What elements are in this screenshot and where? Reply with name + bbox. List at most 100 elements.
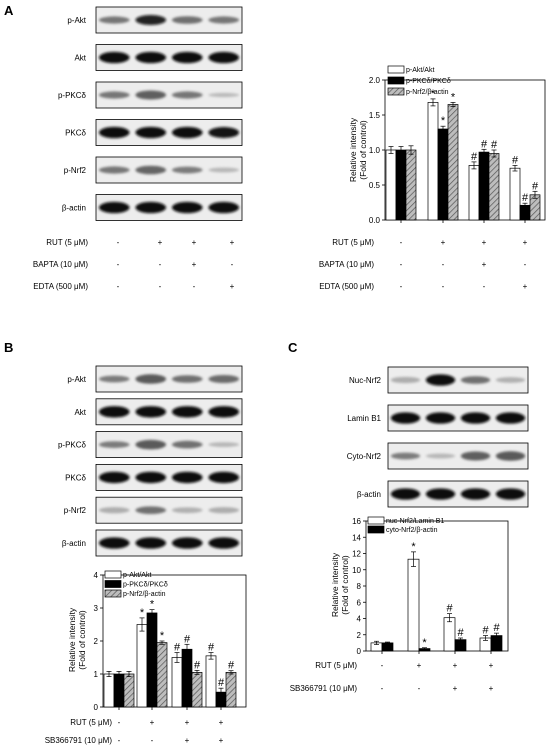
blot-band [98, 51, 130, 64]
blot-strip [387, 404, 529, 432]
chart-treatment-sign: - [442, 282, 445, 291]
treatment-label: BAPTA (10 μM) [33, 260, 88, 269]
bar [103, 673, 115, 708]
blot-band [171, 375, 203, 383]
bar [509, 167, 521, 221]
treatment-sign: + [219, 718, 224, 727]
y-axis-label: Relative intensity(Fold of control) [330, 552, 350, 617]
chart-treatment-label: RUT (5 μM) [332, 238, 374, 247]
treatment-sign: + [453, 661, 458, 670]
blot-label: p-Nrf2 [64, 166, 87, 175]
blot-label: Akt [74, 54, 86, 63]
significance-mark: # [208, 642, 215, 654]
blot-label: PKCδ [65, 129, 86, 138]
blot-strip [387, 480, 529, 508]
treatment-sign: + [185, 736, 190, 745]
bar [478, 151, 490, 221]
panel-a-chart: 0.0 0.5 1.0 1.5 2.0 Relative intensity(Fold o… [348, 65, 546, 225]
chart-treatment-sign: + [441, 238, 446, 247]
blot-strip [95, 529, 243, 557]
y-tick-label: 16 [352, 517, 361, 526]
blot-label: PKCδ [65, 473, 86, 482]
y-tick-label: 12 [352, 550, 361, 559]
treatment-sign: + [185, 718, 190, 727]
blot-band [425, 453, 456, 459]
legend-label: p-PKCδ/PKCδ [406, 78, 451, 85]
blot-band [495, 377, 526, 383]
panel-letter-a: A [4, 3, 14, 18]
bar [381, 642, 394, 652]
treatment-label: RUT (5 μM) [46, 238, 88, 247]
treatment-label: EDTA (500 μM) [33, 282, 88, 291]
blot-strip [95, 398, 243, 426]
treatment-sign: - [118, 718, 121, 727]
significance-mark: * [422, 637, 427, 649]
panel-c-blots: Nuc-Nrf2 Lamin B1 Cyto-Nrf2 β-actin [347, 366, 529, 508]
treatment-label: SB366791 (10 μM) [290, 684, 358, 693]
blot-band [425, 488, 456, 500]
chart-treatment-sign: + [523, 282, 528, 291]
blot-band [171, 507, 203, 514]
blot-band [208, 92, 240, 98]
blot-band [495, 488, 526, 500]
significance-mark: * [431, 88, 436, 100]
significance-mark: # [457, 627, 464, 639]
chart-treatment-sign: - [400, 260, 403, 269]
treatment-label: RUT (5 μM) [70, 718, 112, 727]
legend-swatch [367, 516, 385, 525]
treatment-label: SB366791 (10 μM) [45, 736, 113, 745]
treatment-sign: - [117, 282, 120, 291]
blot-band [425, 374, 456, 386]
blot-band [135, 471, 167, 484]
bar [156, 642, 168, 708]
blot-strip [95, 6, 243, 34]
legend-swatch [367, 525, 385, 534]
blot-label: p-Nrf2 [64, 506, 87, 515]
blot-band [390, 488, 421, 500]
y-axis-label: Relative intensity(Fold of control) [67, 607, 87, 672]
bar [181, 648, 193, 708]
chart-treatment-sign: - [524, 260, 527, 269]
blot-band [135, 165, 167, 175]
blot-band [98, 375, 130, 383]
blot-label: β-actin [62, 204, 86, 213]
blot-band [208, 507, 240, 514]
blot-band [208, 406, 240, 418]
blot-band [171, 406, 203, 418]
treatment-sign: - [159, 282, 162, 291]
blot-band [98, 406, 130, 418]
chart-treatment-sign: - [483, 282, 486, 291]
significance-mark: * [150, 599, 155, 611]
legend-swatch [387, 65, 405, 74]
blot-strip [95, 194, 243, 221]
blot-band [98, 471, 130, 484]
chart-treatment-sign: - [400, 282, 403, 291]
legend-label: p-Akt/Akt [123, 572, 151, 579]
blot-band [208, 16, 240, 24]
y-tick-label: 0.5 [369, 181, 381, 190]
significance-mark: # [174, 642, 181, 654]
treatment-sign: - [159, 260, 162, 269]
significance-mark: # [471, 151, 478, 163]
blot-band [171, 166, 203, 174]
chart-treatment-sign: + [482, 238, 487, 247]
blot-band [208, 201, 240, 214]
blot-band [171, 440, 203, 449]
significance-mark: # [512, 154, 519, 166]
panel-letter-b: B [4, 340, 13, 355]
significance-mark: # [493, 622, 500, 634]
bar [113, 673, 125, 708]
blot-band [98, 166, 130, 174]
panel-c-treatments: RUT (5 μM) - + + + SB366791 (10 μM) - - + + [290, 661, 494, 693]
blot-label: β-actin [62, 539, 86, 548]
blot-band [460, 451, 491, 461]
blot-band [135, 126, 167, 139]
blot-strip [95, 496, 243, 524]
legend-swatch [104, 580, 122, 588]
treatment-sign: - [193, 282, 196, 291]
blot-band [460, 412, 491, 424]
treatment-sign: + [219, 736, 224, 745]
significance-mark: # [228, 660, 235, 672]
panel-b-chart: 0 1 2 3 4 Relative intensity(Fold of control)… [67, 570, 247, 712]
blot-strip [387, 442, 529, 470]
